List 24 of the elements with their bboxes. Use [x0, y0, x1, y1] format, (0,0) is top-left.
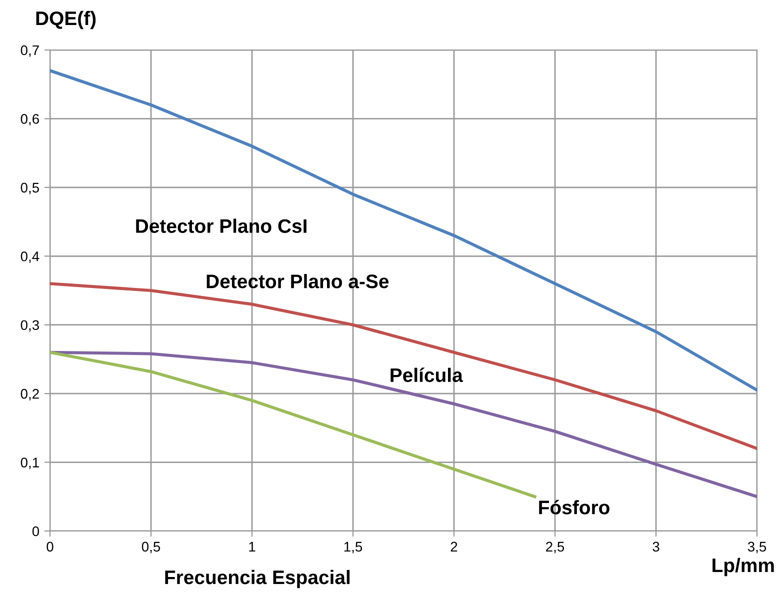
y-tick-label: 0,5 — [20, 182, 40, 194]
series-label: Detector Plano a-Se — [206, 274, 389, 288]
x-axis-title: Frecuencia Espacial — [165, 570, 350, 588]
x-tick-label: 3,5 — [748, 542, 766, 554]
x-tick-label: 0,5 — [142, 542, 160, 554]
y-tick-label: 0,2 — [20, 388, 39, 400]
y-tick-label: 0,1 — [20, 458, 39, 470]
y-axis-title: DQE(f) — [36, 10, 96, 30]
x-tick-label: 1 — [249, 542, 256, 552]
y-tick-label: 0,6 — [20, 114, 39, 126]
series-label: Fósforo — [539, 500, 610, 514]
x-tick-label: 2,5 — [546, 542, 564, 554]
x-tick-label: 1,5 — [344, 542, 362, 554]
y-tick-label: 0,4 — [20, 251, 40, 263]
text: Detector Plano CsI — [136, 218, 306, 233]
y-tick-label: 0 — [32, 526, 40, 536]
x-tick-label: 2 — [450, 542, 458, 552]
series-label: Película — [390, 368, 463, 382]
y-tick-label: 0,3 — [20, 320, 39, 332]
x-tick-label: 0 — [46, 542, 54, 552]
y-tick-label: 0,7 — [20, 45, 39, 57]
text: Lp/mm — [712, 558, 774, 576]
x-tick-label: 3 — [652, 542, 660, 552]
line-series — [50, 350, 536, 498]
